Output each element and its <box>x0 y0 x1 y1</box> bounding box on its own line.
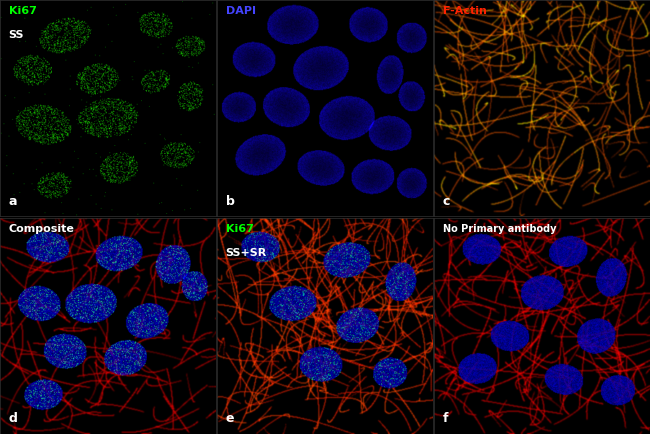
Text: Ki67: Ki67 <box>226 224 254 234</box>
Text: f: f <box>443 412 448 425</box>
Text: F-Actin: F-Actin <box>443 7 487 16</box>
Text: DAPI: DAPI <box>226 7 255 16</box>
Text: d: d <box>8 412 18 425</box>
Text: Ki67: Ki67 <box>8 7 36 16</box>
Text: b: b <box>226 195 235 208</box>
Text: e: e <box>226 412 234 425</box>
Text: SS+SR: SS+SR <box>226 248 267 258</box>
Text: Composite: Composite <box>8 224 75 234</box>
Text: No Primary antibody: No Primary antibody <box>443 224 556 234</box>
Text: SS: SS <box>8 30 24 40</box>
Text: a: a <box>8 195 17 208</box>
Text: c: c <box>443 195 450 208</box>
